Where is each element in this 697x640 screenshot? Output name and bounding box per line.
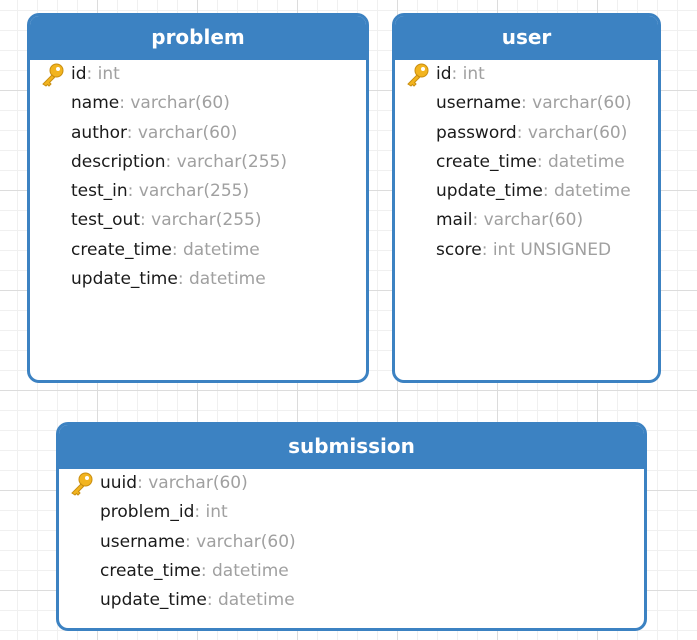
field-row[interactable]: id: int [395, 60, 658, 89]
field-type: : datetime [200, 560, 289, 581]
field-row[interactable]: update_time: datetime [395, 177, 658, 206]
field-name: name [71, 93, 120, 114]
field-type: : datetime [177, 269, 266, 290]
field-name: test_out [71, 210, 140, 231]
field-row[interactable]: author: varchar(60) [30, 119, 366, 148]
field-type: : varchar(60) [119, 93, 230, 114]
entity-title: user [395, 16, 658, 60]
field-type: : varchar(60) [185, 531, 296, 552]
field-name: description [71, 151, 166, 172]
field-name: username [436, 93, 521, 114]
field-type: : datetime [542, 181, 631, 202]
field-type: : int [451, 64, 485, 84]
field-type: : datetime [536, 151, 625, 172]
entity-problem[interactable]: problem id: int name: varchar(60) author… [27, 13, 369, 383]
field-row[interactable]: name: varchar(60) [30, 89, 366, 118]
field-type: : varchar(60) [472, 210, 584, 231]
field-name: update_time [71, 269, 178, 290]
field-type: : varchar(60) [521, 93, 632, 114]
field-name: author [71, 122, 127, 143]
field-name: uuid [100, 473, 138, 493]
field-type: : int UNSIGNED [481, 239, 612, 260]
field-row[interactable]: problem_id: int [59, 498, 644, 527]
field-name: test_in [71, 181, 128, 202]
field-row[interactable]: username: varchar(60) [395, 89, 658, 118]
field-type: : varchar(60) [126, 122, 238, 143]
field-name: id [71, 64, 87, 84]
field-name: id [436, 64, 452, 84]
field-list: uuid: varchar(60) problem_id: int userna… [59, 469, 644, 615]
field-name: score [436, 239, 482, 260]
field-row[interactable]: description: varchar(255) [30, 148, 366, 177]
field-row[interactable]: update_time: datetime [30, 265, 366, 294]
field-type: : datetime [206, 590, 295, 611]
field-type: : varchar(255) [127, 181, 250, 202]
field-list: id: int name: varchar(60) author: varcha… [30, 60, 366, 294]
field-row[interactable]: create_time: datetime [30, 236, 366, 265]
field-row[interactable]: mail: varchar(60) [395, 206, 658, 235]
field-row[interactable]: update_time: datetime [59, 586, 644, 615]
field-row[interactable]: uuid: varchar(60) [59, 469, 644, 498]
field-type: : int [86, 64, 120, 84]
field-type: : int [194, 502, 228, 523]
entity-title: problem [30, 16, 366, 60]
field-name: password [436, 122, 517, 143]
field-type: : varchar(255) [140, 210, 262, 231]
field-row[interactable]: test_out: varchar(255) [30, 206, 366, 235]
field-row[interactable]: id: int [30, 60, 366, 89]
entity-submission[interactable]: submission uuid: varchar(60) problem_id:… [56, 422, 647, 631]
entity-title: submission [59, 425, 644, 469]
field-name: update_time [100, 590, 207, 611]
entity-user[interactable]: user id: int username: varchar(60) passw… [392, 13, 661, 383]
field-row[interactable]: test_in: varchar(255) [30, 177, 366, 206]
field-name: username [100, 531, 185, 552]
field-name: create_time [100, 560, 201, 581]
field-name: problem_id [100, 502, 195, 523]
field-row[interactable]: create_time: datetime [59, 557, 644, 586]
field-name: update_time [436, 181, 543, 202]
field-row[interactable]: password: varchar(60) [395, 119, 658, 148]
key-icon [71, 472, 93, 496]
field-type: : varchar(255) [165, 151, 287, 172]
key-icon [42, 63, 64, 87]
field-row[interactable]: create_time: datetime [395, 148, 658, 177]
field-name: create_time [436, 151, 537, 172]
field-row[interactable]: username: varchar(60) [59, 528, 644, 557]
field-row[interactable]: score: int UNSIGNED [395, 236, 658, 265]
field-name: mail [436, 210, 473, 231]
field-list: id: int username: varchar(60) password: … [395, 60, 658, 265]
field-type: : varchar(60) [137, 473, 248, 493]
field-type: : datetime [171, 239, 260, 260]
field-name: create_time [71, 239, 172, 260]
field-type: : varchar(60) [516, 122, 628, 143]
key-icon [407, 63, 429, 87]
